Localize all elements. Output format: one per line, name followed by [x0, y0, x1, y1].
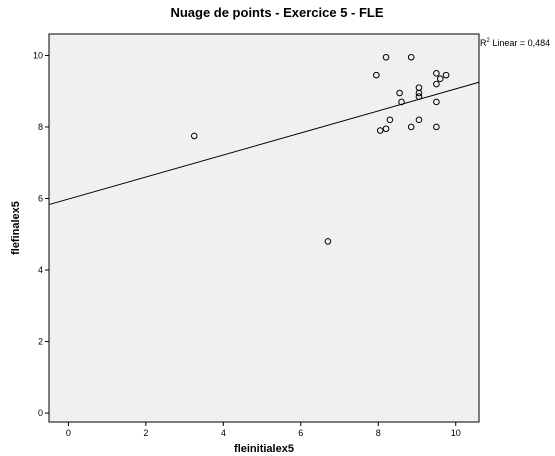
x-tick-label-5: 10: [451, 428, 461, 438]
y-tick-label-5: 10: [33, 50, 43, 60]
y-tick-label-1: 2: [38, 337, 43, 347]
data-point-20: [433, 123, 440, 131]
data-point-13: [433, 80, 440, 88]
data-point-9: [415, 93, 423, 100]
y-axis-label: flefinalex5: [10, 201, 22, 255]
y-tick-label-2: 4: [38, 265, 43, 275]
data-point-1: [324, 238, 332, 245]
x-tick-label-1: 2: [143, 428, 148, 438]
y-tick-label-3: 6: [38, 193, 43, 203]
fit-line-group: [48, 81, 480, 206]
data-point-12: [442, 71, 450, 79]
chart-title: Nuage de points - Exercice 5 - FLE: [170, 5, 383, 20]
data-point-17: [386, 116, 394, 124]
data-point-6: [398, 98, 405, 106]
x-tick-label-3: 6: [298, 428, 303, 438]
data-point-14: [433, 98, 440, 106]
data-point-10: [433, 70, 440, 77]
r2-label: R2 Linear = 0,484: [480, 38, 550, 48]
x-tick-label-0: 0: [66, 428, 71, 438]
data-point-3: [382, 53, 390, 61]
data-point-11: [436, 75, 444, 83]
axis-ticks: 0 2 4 6 8 10 0 2 4 6 8 10: [33, 50, 461, 438]
data-point-19: [415, 116, 423, 124]
data-point-15: [376, 127, 384, 134]
x-tick-label-4: 8: [376, 428, 381, 438]
y-tick-label-0: 0: [38, 408, 43, 418]
data-point-0: [190, 132, 198, 140]
x-axis-label: fleinitialex5: [234, 443, 294, 455]
data-point-2: [373, 71, 380, 79]
data-point-8: [415, 89, 423, 97]
plot-area: [48, 33, 480, 423]
data-point-4: [407, 53, 415, 61]
data-points: [190, 53, 450, 245]
fit-line: [48, 81, 480, 206]
data-point-16: [382, 125, 390, 133]
x-tick-label-2: 4: [221, 428, 226, 438]
data-point-18: [407, 123, 415, 131]
y-tick-label-4: 8: [38, 122, 43, 132]
data-point-5: [396, 89, 403, 97]
